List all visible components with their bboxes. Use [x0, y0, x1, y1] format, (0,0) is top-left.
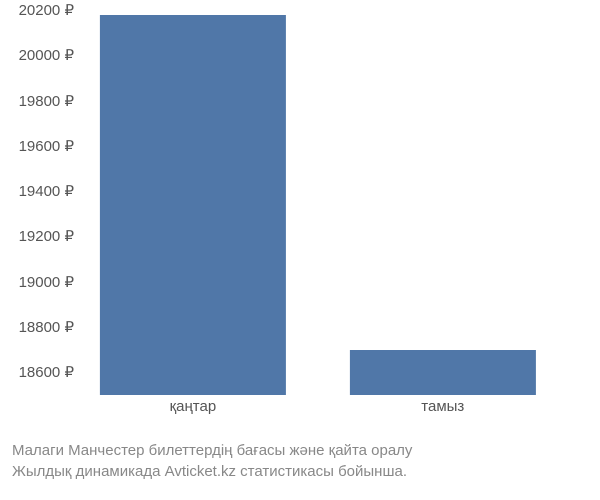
x-axis-labels: қаңтар тамыз: [90, 398, 580, 428]
chart-caption: Малаги Манчестер билеттердің бағасы және…: [12, 440, 588, 482]
y-tick-label: 19800 ₽: [19, 92, 74, 110]
y-tick-label: 19200 ₽: [19, 227, 74, 245]
y-tick-label: 19000 ₽: [19, 273, 74, 291]
y-tick-label: 18600 ₽: [19, 363, 74, 381]
y-tick-label: 20200 ₽: [19, 1, 74, 19]
y-tick-label: 18800 ₽: [19, 318, 74, 336]
chart-area: [90, 10, 580, 395]
caption-line-2: Жылдық динамикада Avticket.kz статистика…: [12, 461, 588, 482]
x-tick-label: тамыз: [421, 398, 464, 415]
y-tick-label: 19600 ₽: [19, 137, 74, 155]
y-tick-label: 19400 ₽: [19, 182, 74, 200]
bar: [350, 350, 536, 395]
bars-area: [90, 10, 580, 395]
y-axis: 18600 ₽ 18800 ₽ 19000 ₽ 19200 ₽ 19400 ₽ 19600…: [0, 10, 82, 395]
x-tick-label: қаңтар: [170, 398, 217, 415]
chart-container: 18600 ₽ 18800 ₽ 19000 ₽ 19200 ₽ 19400 ₽ 19600…: [0, 0, 600, 500]
bar: [100, 15, 286, 395]
caption-line-1: Малаги Манчестер билеттердің бағасы және…: [12, 440, 588, 461]
y-tick-label: 20000 ₽: [19, 46, 74, 64]
